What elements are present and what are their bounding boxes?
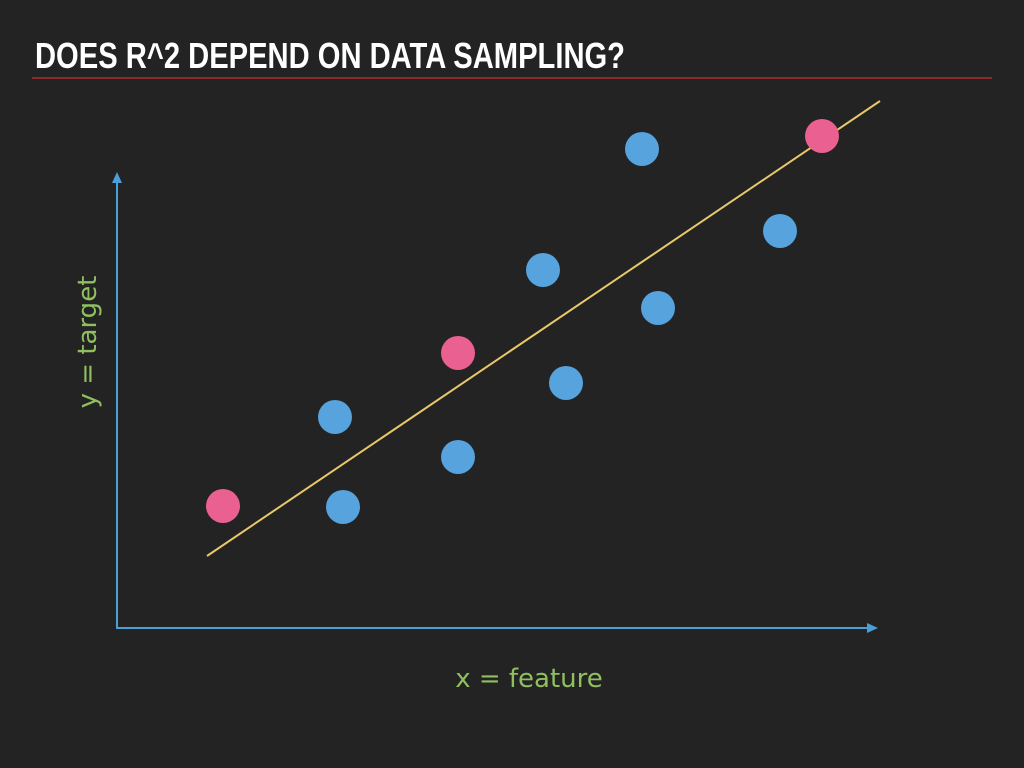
x-arrow [867,623,878,633]
highlighted-points [206,119,839,523]
point [641,291,675,325]
point [526,253,560,287]
point [625,132,659,166]
point [805,119,839,153]
x-axis-label: x = feature [455,664,603,694]
y-axis-label: y = target [73,276,103,409]
slide-title: DOES R^2 DEPEND ON DATA SAMPLING? [35,35,625,76]
axes [112,172,878,633]
y-arrow [112,172,122,183]
point [326,490,360,524]
point [441,336,475,370]
point [441,440,475,474]
fit-line [206,100,881,557]
point [549,366,583,400]
point [206,489,240,523]
sample-points [318,132,797,524]
point [763,214,797,248]
point [318,400,352,434]
